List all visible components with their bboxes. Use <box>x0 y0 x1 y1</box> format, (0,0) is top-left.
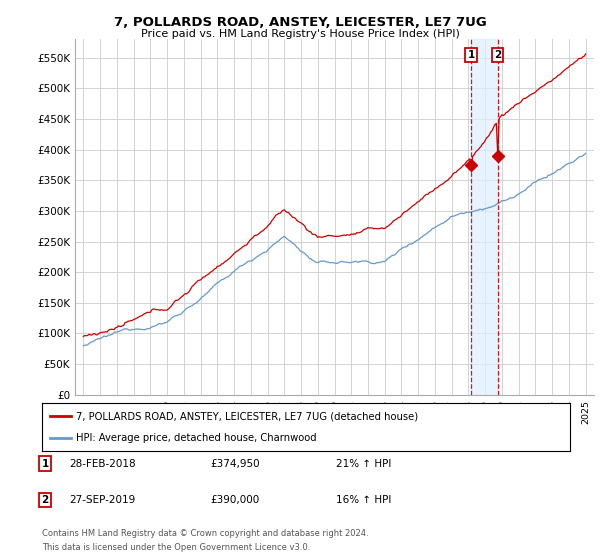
Text: £390,000: £390,000 <box>210 495 259 505</box>
Text: 2: 2 <box>494 50 501 60</box>
Text: 7, POLLARDS ROAD, ANSTEY, LEICESTER, LE7 7UG (detached house): 7, POLLARDS ROAD, ANSTEY, LEICESTER, LE7… <box>76 411 418 421</box>
Text: This data is licensed under the Open Government Licence v3.0.: This data is licensed under the Open Gov… <box>42 543 310 552</box>
Text: £374,950: £374,950 <box>210 459 260 469</box>
Text: 1: 1 <box>467 50 475 60</box>
Text: Price paid vs. HM Land Registry's House Price Index (HPI): Price paid vs. HM Land Registry's House … <box>140 29 460 39</box>
Text: 7, POLLARDS ROAD, ANSTEY, LEICESTER, LE7 7UG: 7, POLLARDS ROAD, ANSTEY, LEICESTER, LE7… <box>113 16 487 29</box>
Text: 27-SEP-2019: 27-SEP-2019 <box>69 495 135 505</box>
Text: Contains HM Land Registry data © Crown copyright and database right 2024.: Contains HM Land Registry data © Crown c… <box>42 529 368 538</box>
Text: 1: 1 <box>41 459 49 469</box>
Text: 21% ↑ HPI: 21% ↑ HPI <box>336 459 391 469</box>
Text: 2: 2 <box>41 495 49 505</box>
Text: 28-FEB-2018: 28-FEB-2018 <box>69 459 136 469</box>
Bar <box>471 39 497 395</box>
Text: HPI: Average price, detached house, Charnwood: HPI: Average price, detached house, Char… <box>76 433 317 443</box>
Text: 16% ↑ HPI: 16% ↑ HPI <box>336 495 391 505</box>
